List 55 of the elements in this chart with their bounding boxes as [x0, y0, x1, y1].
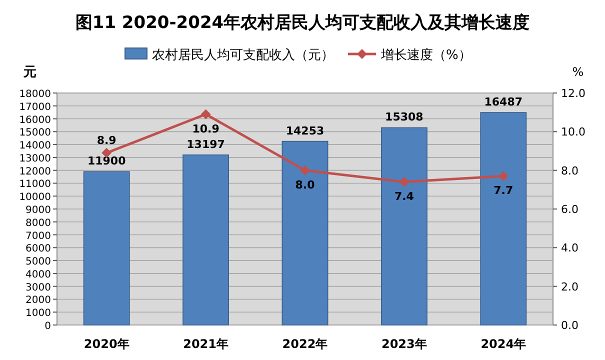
data-label: 7.4: [394, 190, 414, 203]
bar: [83, 171, 130, 326]
legend-label: 增长速度（%）: [380, 47, 472, 63]
y-tick-label: 2000: [26, 295, 51, 306]
chart-title: 图11 2020-2024年农村居民人均可支配收入及其增长速度: [75, 13, 530, 33]
bar: [480, 112, 527, 326]
y2-axis-title: %: [572, 65, 584, 79]
x-tick-label: 2020年: [84, 337, 130, 351]
bar: [282, 140, 328, 326]
y-tick-label: 11000: [19, 179, 51, 190]
y-tick-label: 12000: [19, 166, 51, 178]
y-tick-label: 5000: [26, 256, 51, 268]
y-tick-label: 16000: [19, 114, 51, 126]
y-tick-label: 1000: [26, 308, 51, 320]
point: [300, 165, 310, 176]
y-tick-label: 18000: [19, 89, 51, 100]
y-tick-label: 17000: [19, 102, 51, 113]
legend-label: 农村居民人均可支配收入（元）: [152, 48, 334, 63]
y-tick-label: 0: [44, 321, 51, 332]
data-label: 8.9: [96, 134, 116, 147]
data-label: 11900: [87, 154, 126, 168]
y-tick-label: 14000: [19, 140, 51, 152]
y-axis-title: 元: [22, 65, 36, 80]
y-tick-label: 7000: [26, 230, 51, 242]
y-tick-label: 8000: [26, 218, 51, 229]
y-tick-label: 9000: [26, 205, 51, 216]
y-tick-label: 6000: [26, 244, 51, 255]
y-tick-label: 4000: [26, 269, 51, 280]
y-tick-label: 3000: [26, 282, 51, 294]
data-label: 14253: [286, 124, 324, 138]
data-label: 15308: [385, 110, 424, 124]
y2-tick-label: 10.0: [561, 126, 586, 139]
y2-tick-label: 4.0: [561, 242, 578, 255]
x-tick-label: 2024年: [480, 337, 526, 351]
point: [498, 171, 508, 182]
x-tick-label: 2023年: [381, 337, 427, 351]
x-tick-label: 2022年: [282, 337, 328, 351]
data-label: 13197: [186, 138, 225, 151]
y2-tick-label: 12.0: [561, 87, 586, 100]
x-tick-label: 2021年: [183, 337, 229, 351]
y2-tick-label: 2.0: [561, 280, 578, 294]
bar: [182, 154, 230, 326]
y2-tick-label: 0.0: [561, 319, 578, 332]
point: [399, 176, 410, 187]
bar: [380, 127, 428, 326]
data-label: 16487: [484, 96, 523, 108]
data-label: 7.7: [494, 184, 514, 198]
y-tick-label: 13000: [19, 153, 51, 164]
y2-tick-label: 8.0: [561, 164, 578, 178]
point: [200, 109, 211, 120]
y-tick-label: 15000: [19, 128, 51, 139]
y2-tick-label: 6.0: [561, 203, 578, 216]
data-label: 8.0: [295, 178, 316, 192]
data-label: 10.9: [192, 122, 220, 136]
y-tick-label: 10000: [19, 192, 51, 204]
